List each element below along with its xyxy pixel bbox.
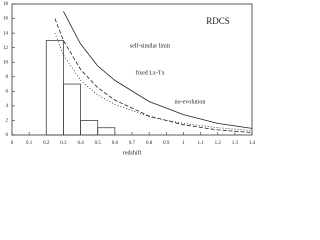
y-tick-label: 2	[6, 119, 9, 124]
y-tick-label: 16	[3, 17, 9, 22]
y-tick-label: 10	[3, 60, 9, 65]
x-tick-label: 0.4	[77, 141, 84, 146]
y-tick-label: 4	[6, 104, 9, 109]
x-tick-label: 0.7	[129, 141, 136, 146]
bar	[45, 39, 64, 136]
x-tick-label: 0.2	[43, 141, 50, 146]
x-tick-label: 0.1	[26, 141, 33, 146]
x-tick-label: 1.1	[197, 141, 204, 146]
x-tick-label: 0.5	[95, 141, 102, 146]
bar	[97, 127, 116, 136]
x-tick-label: 0.6	[112, 141, 119, 146]
x-tick-label: 1.2	[215, 141, 222, 146]
series-label: fixed Lx-Tx	[135, 69, 164, 76]
y-tick-label: 8	[6, 75, 9, 80]
x-tick-label: 0	[11, 141, 14, 146]
x-tick-label: 1.4	[249, 141, 256, 146]
series-line	[54, 32, 253, 131]
y-tick-label: 6	[6, 89, 9, 94]
y-tick-label: 18	[3, 2, 9, 7]
x-tick-label: 0.3	[60, 141, 67, 146]
y-tick-label: 14	[3, 31, 9, 36]
series-label: no-evolution	[175, 99, 206, 105]
series-line	[54, 18, 253, 133]
x-tick-label: 1.3	[232, 141, 239, 146]
bar	[63, 83, 81, 136]
x-tick-label: 0.9	[163, 141, 170, 146]
chart: RDCS redshift 0 2 4 6 8 10 12 14 16 18 0 0.1 0.2 0.3 0…	[3, 2, 256, 156]
chart-title: RDCS	[206, 16, 230, 26]
series-label: self-similar limit	[130, 42, 170, 49]
x-axis-label: redshift	[123, 149, 142, 156]
y-tick-label: 12	[3, 46, 9, 51]
y-tick-label: 0	[6, 133, 9, 138]
x-tick-label: 1	[182, 141, 185, 146]
series-line	[63, 11, 253, 129]
bar	[80, 120, 99, 136]
x-tick-label: 0.8	[146, 141, 153, 146]
